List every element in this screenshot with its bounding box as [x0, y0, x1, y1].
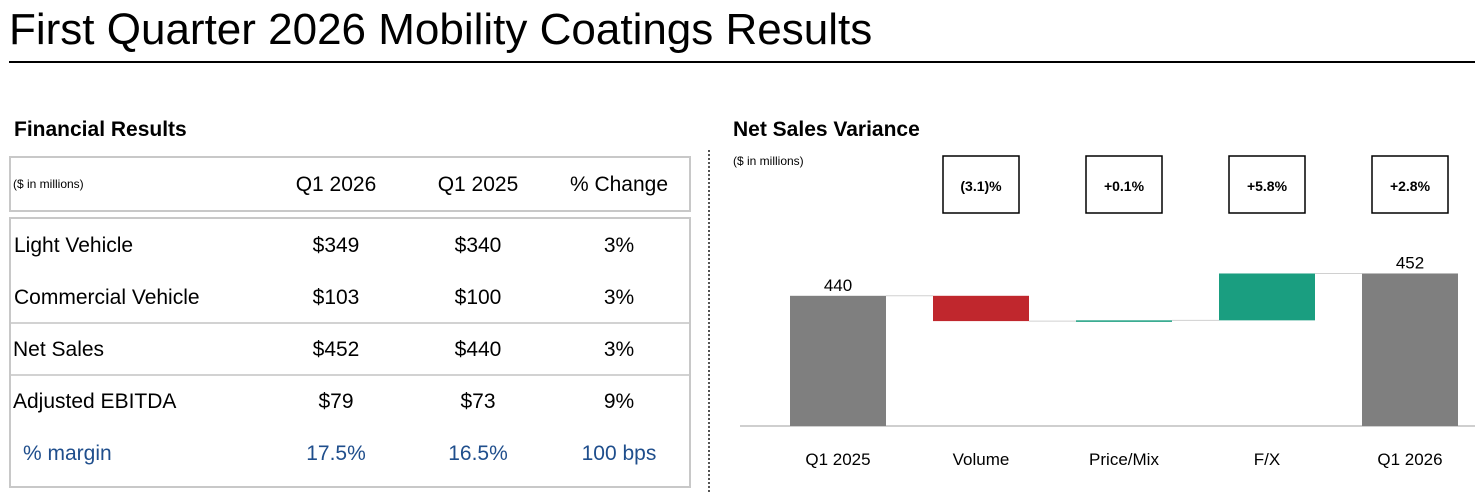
table-cell: $100	[454, 286, 502, 309]
variance-bar	[1076, 320, 1172, 322]
pct-change-box	[942, 155, 1020, 214]
pct-change-box	[1085, 155, 1163, 214]
pct-change-label: +0.1%	[1104, 178, 1145, 194]
table-cell: 3%	[603, 338, 635, 361]
total-value-label: 440	[824, 276, 852, 295]
row-divider	[11, 322, 689, 324]
net-sales-variance-chart: 440 452 (3.1)% +0.1% +5.8% +2.8% Q1 2025 Volume…	[740, 155, 1475, 469]
x-tick-label: Price/Mix	[1089, 450, 1159, 469]
section-divider	[708, 150, 710, 492]
title-rule	[9, 61, 1475, 63]
table-cell: $452	[312, 338, 360, 361]
financial-results-table: ($ in millions) Q1 2026 Q1 2025 % Change…	[9, 156, 691, 488]
table-cell: $79	[318, 390, 354, 413]
table-header-box	[9, 156, 691, 212]
pct-change-box	[1371, 155, 1449, 214]
pct-change-box	[1228, 155, 1306, 214]
table-cell: $440	[454, 338, 502, 361]
table-body-box	[9, 217, 691, 488]
total-bar	[1362, 273, 1458, 426]
table-row-label: Net Sales	[13, 338, 105, 361]
table-row-label: Adjusted EBITDA	[13, 390, 177, 413]
column-header-q1-2026: Q1 2026	[295, 173, 377, 196]
page-title: First Quarter 2026 Mobility Coatings Res…	[9, 5, 873, 54]
table-row-label: Commercial Vehicle	[14, 286, 200, 309]
financial-results-heading: Financial Results	[14, 118, 187, 141]
table-cell: 17.5%	[306, 442, 366, 465]
variance-bar	[933, 295, 1029, 322]
table-cell: $73	[460, 390, 496, 413]
net-sales-variance-heading: Net Sales Variance	[733, 118, 920, 141]
total-bar	[790, 295, 886, 426]
pct-change-label: (3.1)%	[960, 178, 1002, 194]
x-tick-label: Volume	[953, 450, 1010, 469]
x-tick-label: Q1 2026	[1377, 450, 1442, 469]
x-tick-label: F/X	[1254, 450, 1280, 469]
variance-bar	[1219, 273, 1315, 321]
table-cell: $349	[312, 234, 360, 257]
table-cell: 16.5%	[448, 442, 508, 465]
table-cell: $340	[454, 234, 502, 257]
pct-change-label: +2.8%	[1390, 178, 1431, 194]
row-divider	[11, 374, 689, 376]
table-row-label: Light Vehicle	[14, 234, 134, 257]
table-cell: 3%	[603, 234, 635, 257]
units-label: ($ in millions)	[13, 177, 84, 191]
column-header-q1-2025: Q1 2025	[437, 173, 519, 196]
table-cell: 9%	[603, 390, 635, 413]
pct-change-label: +5.8%	[1247, 178, 1288, 194]
column-header-pct-change: % Change	[569, 173, 669, 196]
table-cell: 3%	[603, 286, 635, 309]
table-cell: 100 bps	[581, 442, 657, 465]
total-value-label: 452	[1396, 253, 1424, 272]
x-tick-label: Q1 2025	[805, 450, 870, 469]
chart-units-label: ($ in millions)	[733, 154, 804, 168]
table-cell: $103	[312, 286, 360, 309]
table-row-label: % margin	[23, 442, 112, 465]
